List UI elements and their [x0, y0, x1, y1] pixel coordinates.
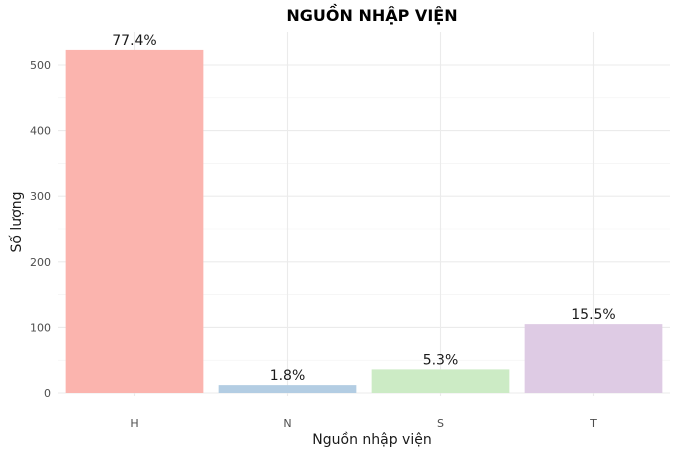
data-label-T: 15.5%	[571, 307, 615, 323]
y-axis-ticks: 0 100 200 300 400 500	[30, 59, 51, 400]
y-axis-title: Số lượng	[8, 192, 25, 253]
y-tick-label: 500	[30, 59, 51, 72]
x-tick-label: T	[589, 417, 597, 430]
x-tick-label: S	[437, 417, 444, 430]
x-tick-label: N	[283, 417, 291, 430]
bar-N	[218, 385, 357, 393]
data-label-H: 77.4%	[112, 33, 156, 49]
data-label-N: 1.8%	[270, 368, 306, 384]
y-tick-label: 0	[44, 387, 51, 400]
data-label-S: 5.3%	[423, 352, 459, 368]
y-tick-label: 200	[30, 256, 51, 269]
bar-H	[65, 49, 204, 394]
chart-title: NGUỒN NHẬP VIỆN	[286, 3, 457, 25]
x-axis-title: Nguồn nhập viện	[312, 431, 431, 448]
bar-S	[371, 369, 510, 393]
y-tick-label: 100	[30, 321, 51, 334]
y-tick-label: 300	[30, 190, 51, 203]
bars	[65, 49, 663, 394]
bar-T	[524, 324, 663, 393]
data-labels: 77.4% 1.8% 5.3% 15.5%	[112, 33, 615, 384]
y-tick-label: 400	[30, 125, 51, 138]
x-tick-label: H	[130, 417, 138, 430]
